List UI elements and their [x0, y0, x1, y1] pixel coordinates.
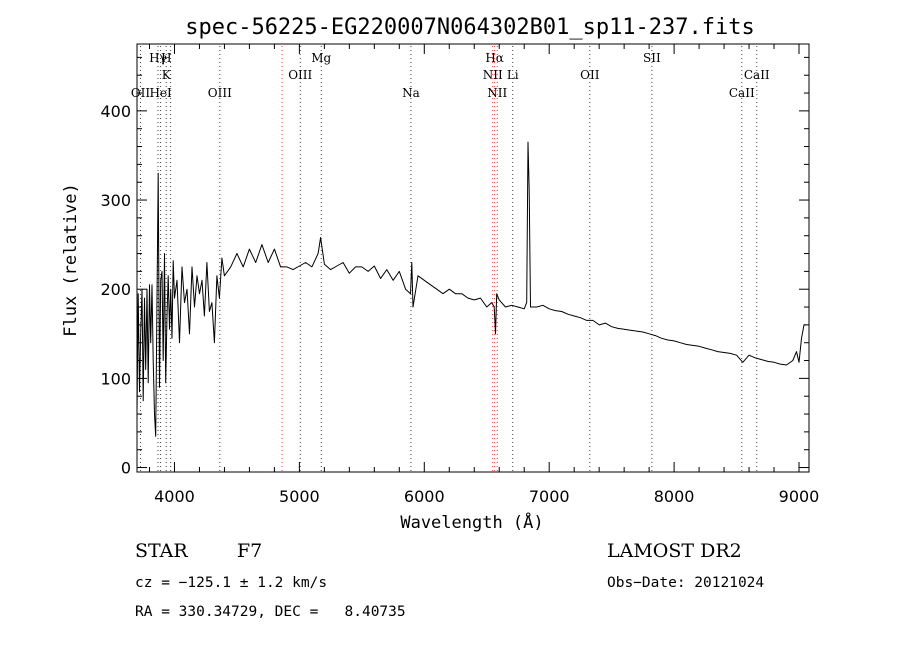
redshift-readout: cz = −125.1 ± 1.2 km/s: [135, 575, 328, 591]
flux-line: [136, 141, 807, 437]
y-tick-label: 0: [121, 459, 131, 478]
x-tick-label: 4000: [154, 487, 195, 506]
line-marker-label: HeI: [149, 86, 172, 100]
plot-axes: 4000 5000 6000 7000 8000 9000 0 100 200 300 400: [100, 43, 820, 506]
x-tick-label: 5000: [279, 487, 320, 506]
y-tick-label: 200: [100, 280, 131, 299]
x-axis-label: Wavelength (Å): [400, 511, 543, 533]
x-tick-label: 7000: [529, 487, 570, 506]
line-marker-label: CaII: [729, 86, 755, 100]
line-marker-label: OII: [580, 68, 600, 82]
y-tick-label: 300: [100, 191, 131, 210]
line-marker-label: Mg: [311, 51, 331, 65]
y-tick-label: 100: [100, 369, 131, 388]
chart-title: spec-56225-EG220007N064302B01_sp11-237.f…: [185, 15, 755, 40]
line-marker-label: H: [161, 51, 171, 65]
observation-date: Obs−Date: 20121024: [607, 575, 765, 591]
x-tick-label: 9000: [779, 487, 820, 506]
x-tick-label: 6000: [404, 487, 445, 506]
y-tick-label: 400: [100, 102, 131, 121]
plot-frame: [136, 43, 810, 473]
line-marker-label: SII: [643, 51, 661, 65]
survey-label: LAMOST DR2: [607, 540, 742, 562]
line-marker-label: CaII: [744, 68, 770, 82]
line-marker-label: NII: [487, 86, 507, 100]
line-marker-label: K: [162, 68, 172, 82]
line-marker-label: NII: [483, 68, 503, 82]
line-marker-label: Hγ: [149, 51, 167, 65]
flux-series: [136, 141, 807, 437]
line-marker-label: OIII: [288, 68, 312, 82]
object-class-label: STAR: [135, 540, 188, 562]
coordinates-readout: RA = 330.34729, DEC = 8.40735: [135, 604, 406, 620]
spectral-subclass: F7: [237, 540, 263, 562]
line-marker-label: Na: [402, 86, 420, 100]
line-marker-label: OIII: [208, 86, 232, 100]
line-marker-label: Li: [507, 68, 519, 82]
line-marker-label: Hα: [485, 51, 504, 65]
x-tick-label: 8000: [654, 487, 695, 506]
y-axis-label: Flux (relative): [61, 183, 81, 337]
